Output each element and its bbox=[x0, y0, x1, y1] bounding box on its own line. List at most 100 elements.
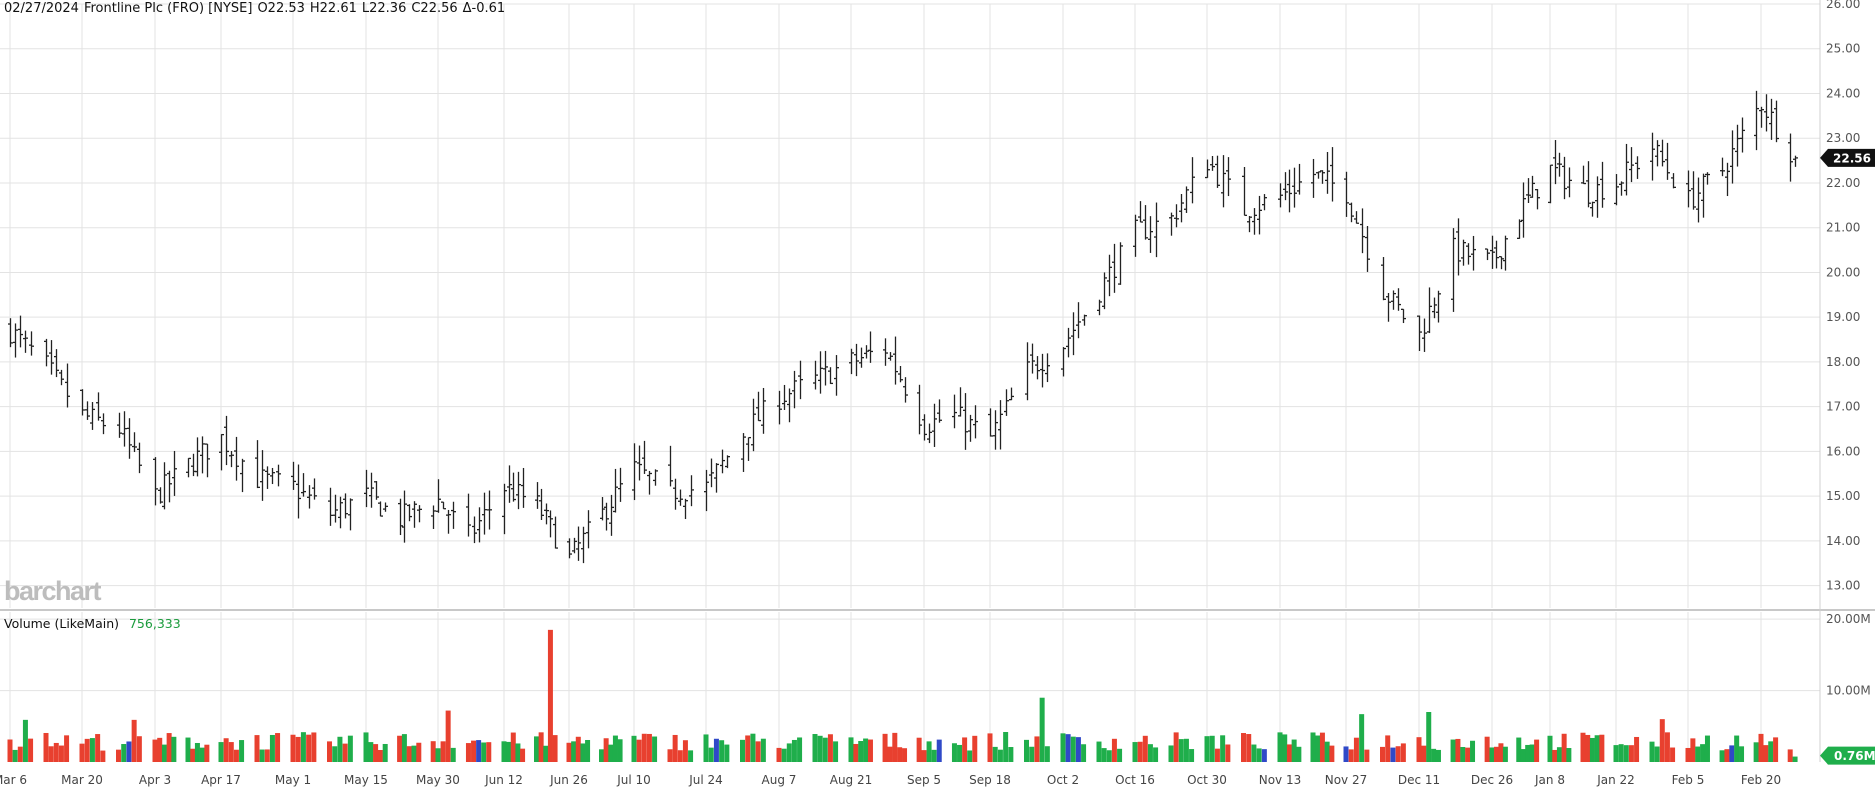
volume-bar bbox=[1039, 697, 1045, 762]
volume-bar bbox=[520, 748, 526, 762]
volume-bar bbox=[817, 735, 823, 762]
volume-bar bbox=[1286, 744, 1292, 762]
volume-bar bbox=[1654, 746, 1660, 762]
price-tick-label: 26.00 bbox=[1826, 0, 1860, 11]
volume-bar bbox=[1566, 748, 1572, 762]
volume-bar bbox=[987, 733, 993, 762]
volume-bar bbox=[1493, 746, 1499, 762]
volume-bar bbox=[740, 739, 745, 762]
volume-value: 756,333 bbox=[128, 616, 181, 631]
volume-bar bbox=[571, 741, 577, 762]
x-tick-label: Jan 8 bbox=[1534, 773, 1565, 787]
volume-bar bbox=[1618, 744, 1624, 762]
volume-bar bbox=[406, 746, 412, 762]
volume-bar bbox=[677, 750, 683, 762]
volume-bar bbox=[867, 739, 873, 762]
volume-bar bbox=[1324, 741, 1330, 762]
x-tick-label: Sep 18 bbox=[969, 773, 1011, 787]
volume-bar bbox=[1343, 746, 1349, 762]
volume-bar bbox=[1695, 746, 1701, 762]
volume-bar bbox=[1628, 745, 1634, 762]
volume-bar bbox=[166, 733, 172, 762]
volume-bar bbox=[972, 735, 978, 762]
volume-bar bbox=[755, 741, 761, 762]
volume-bar bbox=[515, 743, 521, 762]
volume-bar bbox=[327, 741, 332, 762]
volume-bar bbox=[1106, 750, 1112, 762]
volume-bar bbox=[997, 749, 1003, 762]
volume-bar bbox=[1734, 735, 1740, 762]
volume-bar bbox=[1003, 732, 1009, 762]
price-tick-label: 19.00 bbox=[1826, 310, 1860, 324]
volume-bar bbox=[116, 749, 121, 762]
volume-bar bbox=[1758, 733, 1764, 762]
volume-bar bbox=[750, 733, 756, 762]
x-tick-label: Dec 11 bbox=[1398, 773, 1440, 787]
volume-bar bbox=[1070, 736, 1076, 762]
volume-bar bbox=[1421, 745, 1427, 762]
volume-bar bbox=[1024, 739, 1029, 762]
volume-bar bbox=[1450, 739, 1456, 762]
volume-bar bbox=[1498, 743, 1504, 762]
x-tick-label: Jun 12 bbox=[484, 773, 523, 787]
volume-bar bbox=[1489, 747, 1495, 762]
volume-bar bbox=[1075, 737, 1081, 762]
volume-bar bbox=[1465, 747, 1471, 762]
header-high: H22.61 bbox=[309, 1, 357, 16]
price-tick-label: 18.00 bbox=[1826, 355, 1860, 369]
volume-bar bbox=[1763, 745, 1769, 762]
volume-bar bbox=[337, 736, 343, 762]
x-tick-label: Nov 27 bbox=[1325, 773, 1368, 787]
volume-bar bbox=[603, 738, 609, 762]
volume-bar bbox=[863, 738, 869, 762]
volume-bar bbox=[608, 744, 614, 762]
volume-bar bbox=[397, 735, 403, 762]
volume-bar bbox=[1704, 735, 1710, 762]
volume-bar bbox=[931, 749, 937, 762]
volume-bar bbox=[552, 735, 558, 762]
x-tick-label: May 15 bbox=[344, 773, 388, 787]
volume-bar bbox=[204, 744, 210, 762]
volume-bar bbox=[1251, 744, 1257, 762]
volume-bar bbox=[1589, 737, 1595, 762]
volume-bar bbox=[1594, 735, 1600, 762]
header-change: Δ-0.61 bbox=[462, 1, 506, 16]
volume-bar bbox=[957, 744, 963, 762]
volume-bar bbox=[1353, 737, 1359, 762]
x-tick-label: Feb 20 bbox=[1741, 773, 1781, 787]
volume-bar bbox=[1670, 747, 1676, 762]
volume-bar bbox=[28, 738, 34, 762]
volume-bar bbox=[1470, 740, 1476, 762]
header-open: O22.53 bbox=[257, 1, 305, 16]
volume-bar bbox=[1241, 733, 1246, 762]
volume-bar bbox=[481, 742, 487, 762]
volume-bar bbox=[311, 732, 317, 762]
volume-bar bbox=[652, 736, 658, 762]
volume-bar bbox=[1315, 735, 1321, 762]
x-tick-label: Oct 2 bbox=[1047, 773, 1079, 787]
volume-bar bbox=[1101, 748, 1107, 762]
volume-bar bbox=[1111, 738, 1117, 762]
volume-bar bbox=[708, 747, 714, 762]
volume-bar bbox=[1204, 736, 1210, 762]
volume-bar bbox=[1261, 749, 1267, 762]
volume-bar bbox=[776, 747, 782, 762]
volume-label: Volume bbox=[4, 616, 51, 631]
volume-bar bbox=[791, 739, 797, 762]
volume-bar bbox=[724, 744, 730, 762]
volume-bar bbox=[1277, 732, 1283, 762]
volume-bar bbox=[672, 734, 678, 762]
volume-bar bbox=[430, 741, 436, 762]
volume-bar bbox=[233, 749, 239, 762]
volume-bar bbox=[411, 745, 417, 762]
volume-bar bbox=[1183, 738, 1189, 762]
volume-bar bbox=[48, 746, 54, 762]
volume-bar bbox=[781, 748, 787, 762]
price-tick-label: 13.00 bbox=[1826, 579, 1860, 593]
volume-bar bbox=[1525, 744, 1531, 762]
volume-bar bbox=[1556, 747, 1562, 762]
volume-bar bbox=[1246, 734, 1252, 762]
volume-bar bbox=[1132, 742, 1138, 762]
volume-bar bbox=[580, 743, 586, 762]
volume-bar bbox=[290, 734, 296, 762]
